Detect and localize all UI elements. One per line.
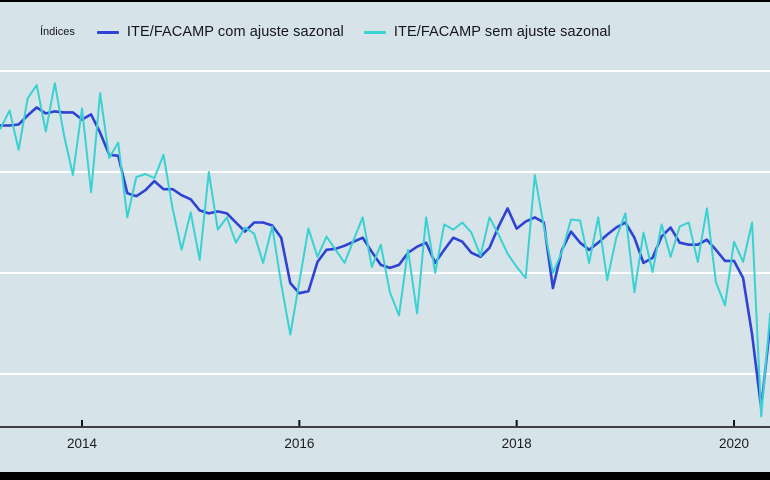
x-axis-tick-label: 2014 [67, 436, 98, 451]
x-axis-tick-label: 2020 [719, 436, 749, 451]
legend-title: Índices [40, 26, 75, 38]
legend-line-swatch-cyan [363, 30, 386, 34]
top-border-bar [0, 0, 770, 2]
bottom-border-bar [0, 472, 770, 480]
x-axis-tick-label: 2018 [502, 436, 532, 451]
legend-label-sem-ajuste: ITE/FACAMP sem ajuste sazonal [393, 24, 611, 40]
legend-item-com-ajuste: ITE/FACAMP com ajuste sazonal [96, 24, 344, 40]
legend-line-swatch-blue [96, 30, 119, 34]
legend-item-sem-ajuste: ITE/FACAMP sem ajuste sazonal [363, 24, 611, 40]
chart-legend: Índices ITE/FACAMP com ajuste sazonal IT… [40, 24, 611, 40]
x-axis-tick-label: 2016 [284, 436, 314, 451]
legend-label-com-ajuste: ITE/FACAMP com ajuste sazonal [126, 24, 344, 40]
series-line-sem-ajuste [0, 82, 770, 418]
